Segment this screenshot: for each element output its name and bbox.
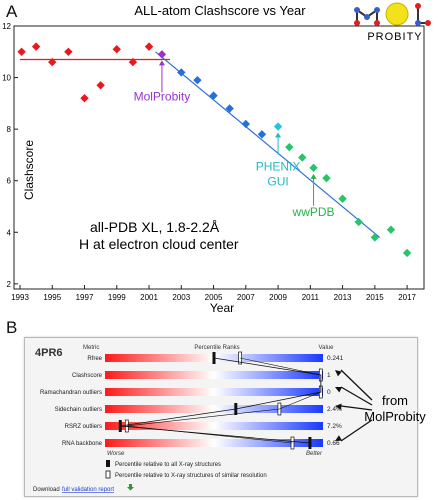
pdb-id: 4PR6 [35,347,63,359]
scale-worse: Worse [107,451,125,457]
legend-similar-marker [105,470,111,479]
legend-similar: Percentile relative to X-ray structures … [115,473,267,479]
data-point [322,173,331,183]
y-tick-label: 12 [2,22,11,31]
validation-panel: 4PR6 Metric Percentile Ranks Value Rfree… [24,337,418,497]
metric-label: Clashscore [72,373,103,379]
x-tick-label: 2013 [334,293,352,302]
data-point [309,163,318,173]
annotation-arrowhead [158,60,165,66]
percentile-chart: 4PR6 Metric Percentile Ranks Value Rfree… [33,345,344,493]
metric-value: 1 [327,372,331,379]
data-point [402,248,412,258]
y-tick-label: 2 [7,280,12,289]
percentile-slider [105,388,323,396]
metric-label: RNA backbone [62,441,103,447]
data-point [257,130,267,139]
data-point [80,93,89,103]
data-point [193,75,202,85]
y-axis-label: Clashscore [22,140,36,200]
note-line-2: H at electron cloud center [79,236,239,252]
data-point [128,57,138,67]
data-point [285,142,294,152]
logo-word: PROBITY [367,31,422,43]
metric-value: 7.2% [327,423,342,430]
metric-header: Metric [83,345,99,351]
scale-better: Better [306,451,323,457]
metric-value: 0.241 [327,355,344,362]
x-tick-label: 1997 [76,293,94,302]
ranks-header: Percentile Ranks [194,345,239,351]
legend-all: Percentile relative to all X-ray structu… [115,462,221,468]
metric-label: RSRZ outliers [65,424,102,430]
percentile-slider [105,422,323,430]
y-tick-label: 10 [2,74,11,83]
metric-label: Sidechain outliers [55,407,102,413]
similar-resolution-connector [126,357,322,444]
x-axis-label: Year [210,301,234,315]
all-xray-connector [120,357,322,444]
annotation-arrowhead [310,173,317,179]
data-point [157,50,167,59]
x-tick-label: 2005 [205,293,223,302]
data-point [48,57,57,67]
y-tick-label: 4 [7,228,12,237]
x-tick-label: 2003 [172,293,190,302]
annotation-label: wwPDB [292,205,335,219]
data-point [17,47,26,56]
chart-title: ALL-atom Clashscore vs Year [134,3,306,18]
download-prefix: Download [33,487,60,493]
data-point [273,122,283,131]
value-header: Value [319,345,335,351]
download-icon[interactable] [127,484,134,491]
trend-line [155,51,381,238]
metric-label: Rfree [87,356,102,362]
annotation-arrowhead [275,132,282,138]
data-point [96,81,105,90]
data-point [31,42,41,51]
data-point [225,104,234,113]
y-tick-label: 6 [7,177,12,186]
data-point [386,225,396,234]
percentile-slider [105,439,323,447]
metric-label: Ramachandran outliers [40,390,102,396]
panel-a-letter: A [6,2,18,21]
annotation-label: PHENIX [256,160,301,174]
legend-all-marker [106,460,110,467]
clashscore-chart: ALL-atom Clashscore vs Year Year Clashsc… [2,2,431,315]
x-tick-label: 2009 [269,293,287,302]
x-tick-label: 2017 [398,293,416,302]
data-point [64,47,73,56]
annotation-label-line-2: GUI [267,175,288,189]
annotation-label: MolProbity [134,89,191,103]
percentile-slider [105,371,323,379]
data-point [338,194,347,203]
note-line-1: all-PDB XL, 1.8-2.2Å [90,219,220,235]
y-tick-label: 8 [7,125,12,134]
data-point [370,233,380,242]
x-tick-label: 1995 [43,293,61,302]
plot-frame [13,25,425,290]
x-tick-label: 1999 [108,293,126,302]
data-point [177,68,186,77]
x-tick-label: 2015 [366,293,384,302]
metric-value: 0 [327,389,331,396]
download-report-link[interactable]: full validation report [62,487,114,493]
panel-b-letter: B [6,318,18,337]
data-point [298,153,307,162]
x-tick-label: 2001 [140,293,158,302]
data-point [112,45,121,54]
data-point [241,119,251,129]
x-tick-label: 2011 [302,293,320,302]
percentile-slider [105,405,323,413]
metric-value: 2.4% [327,406,342,413]
data-point [354,217,363,227]
data-point [144,42,154,51]
molprobity-logo: PROBITY [354,2,431,43]
x-tick-label: 1993 [11,293,29,302]
data-point [209,91,218,100]
x-tick-label: 2007 [237,293,255,302]
metric-value: 0.66 [327,440,340,447]
